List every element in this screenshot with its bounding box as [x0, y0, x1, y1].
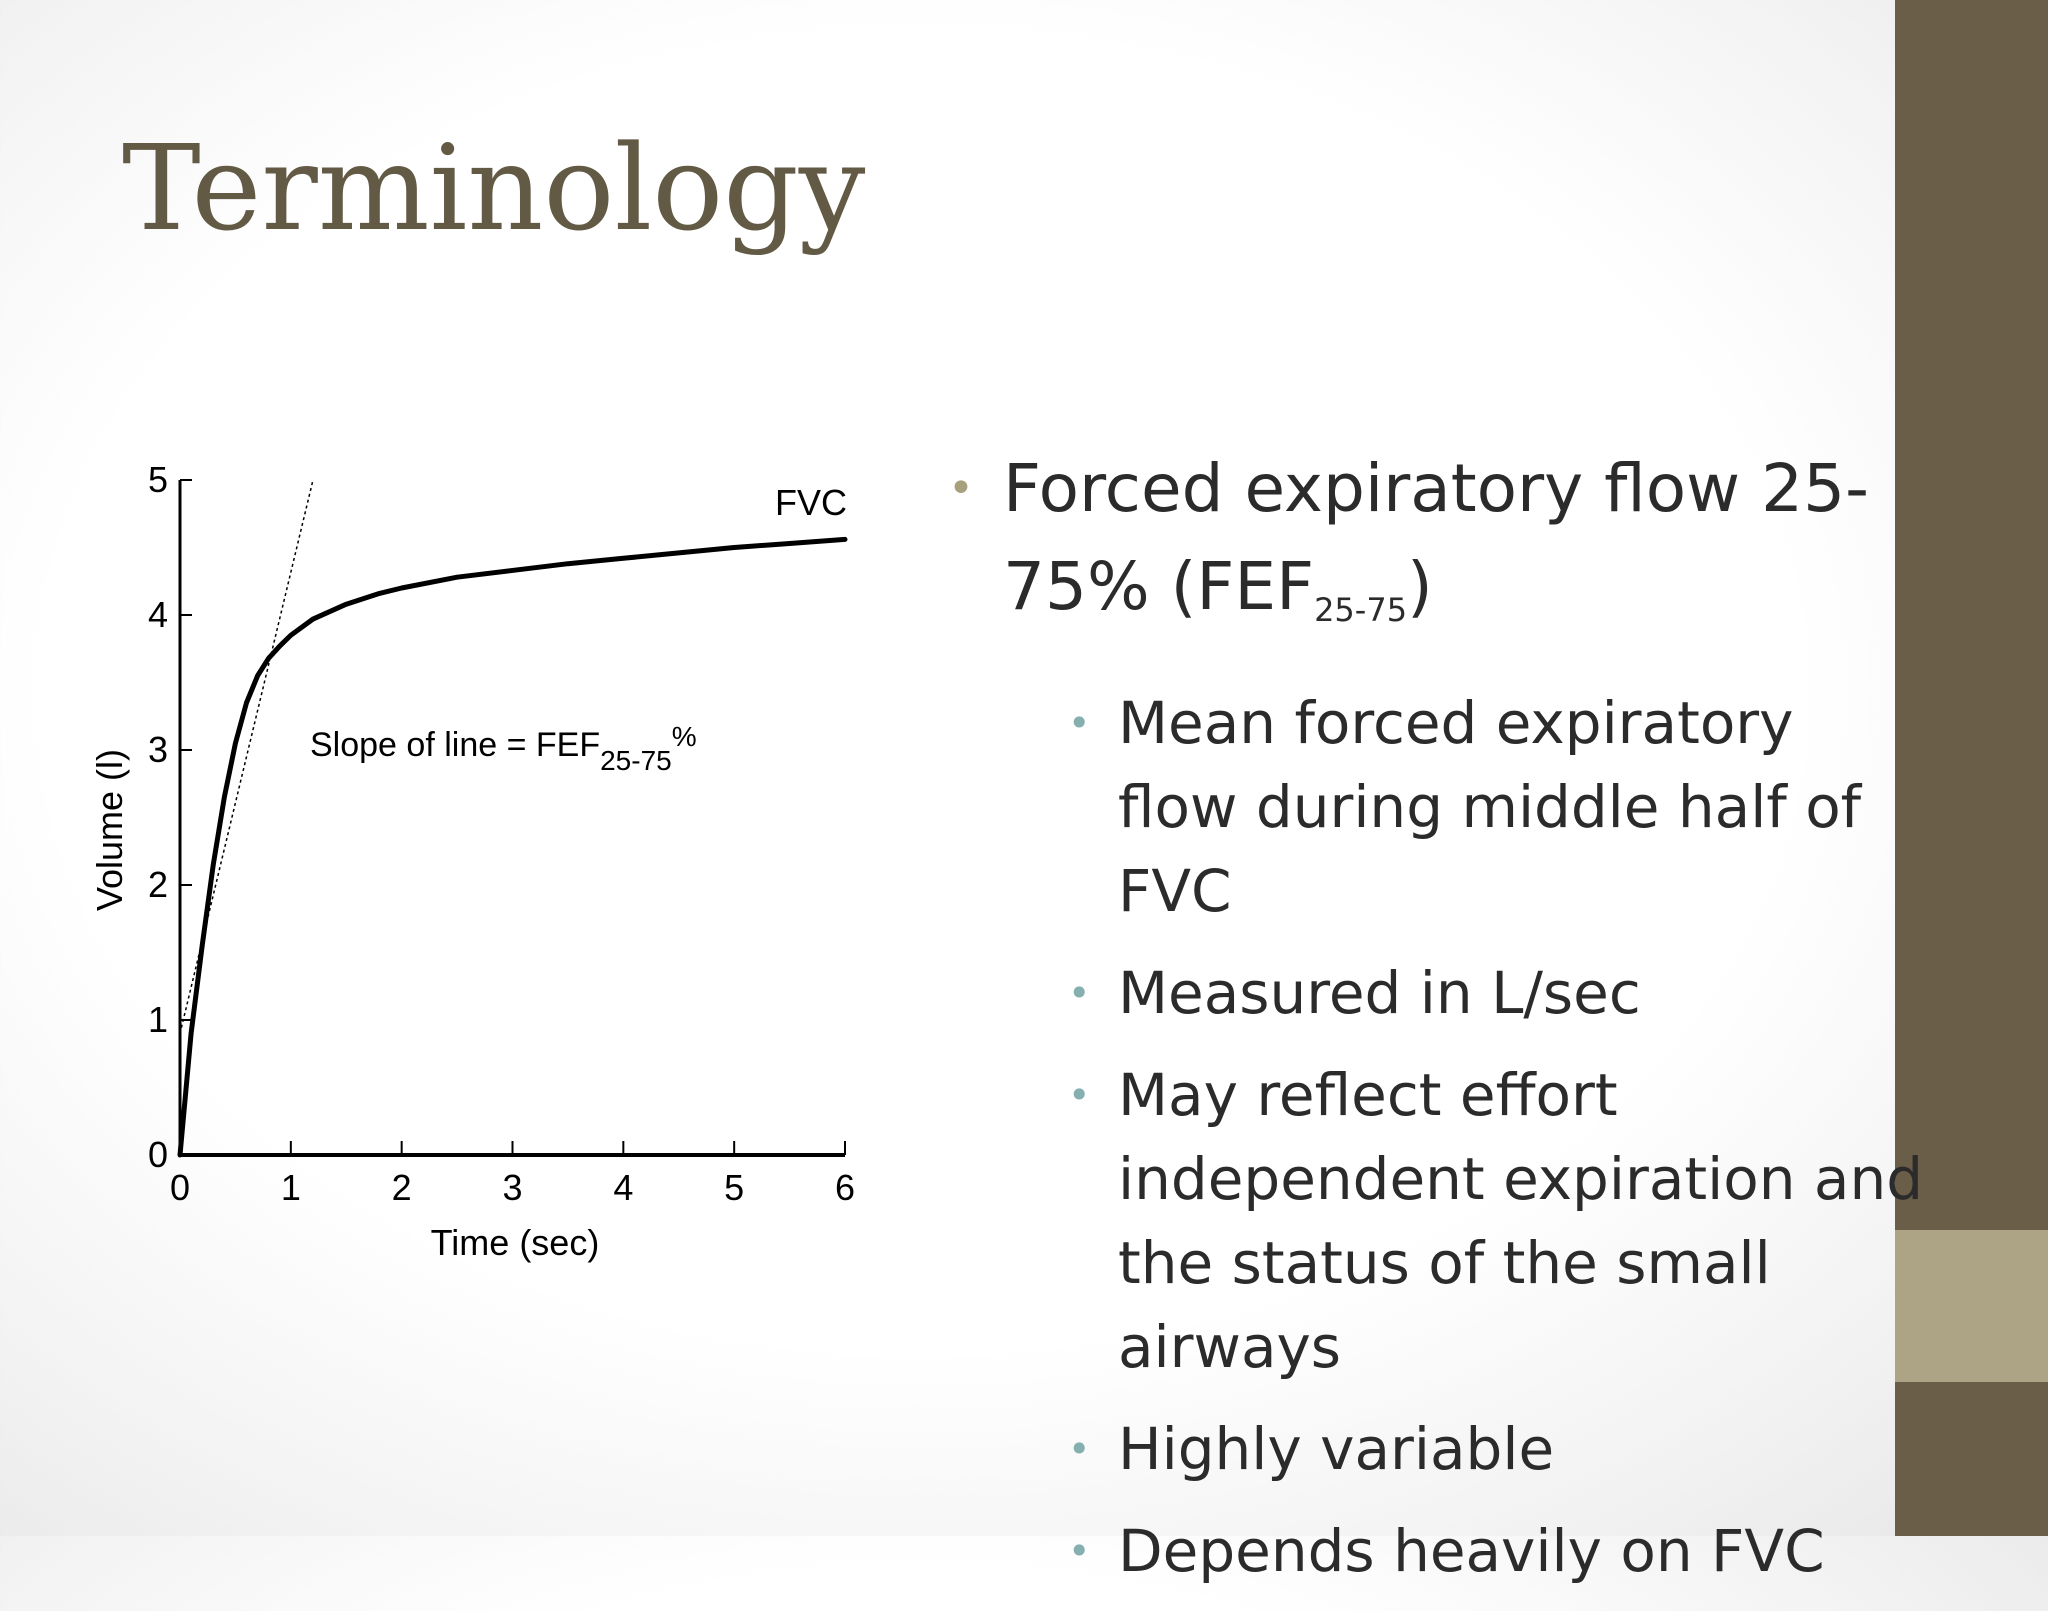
slope-annotation-text: Slope of line = FEF — [310, 726, 600, 764]
slide-title: Terminology — [122, 119, 866, 257]
x-tick-label: 4 — [613, 1167, 633, 1208]
y-tick-label: 3 — [148, 729, 168, 770]
sub-bullet-text: Measured in L/sec — [1118, 959, 1641, 1027]
sub-bullet-text: Mean forced expiratory flow during middl… — [1118, 689, 1862, 925]
fvc-curve — [177, 536, 848, 1158]
y-tick-label: 1 — [148, 999, 168, 1040]
sub-bullet-marker: • — [1068, 1073, 1091, 1117]
x-tick-label: 6 — [835, 1167, 855, 1208]
side-decoration-accent — [1895, 1230, 2048, 1382]
tangent-slope-line — [179, 479, 314, 1034]
chart-axes — [178, 480, 845, 1157]
series-label-fvc: FVC — [775, 482, 847, 523]
x-axis-label: Time (sec) — [431, 1222, 600, 1263]
y-tick-label: 5 — [148, 459, 168, 500]
sub-bullet-marker: • — [1068, 1529, 1091, 1573]
x-tick-label: 5 — [724, 1167, 744, 1208]
x-tick-label: 3 — [502, 1167, 522, 1208]
sub-bullet: • Measured in L/sec — [1068, 951, 1928, 1035]
y-axis-ticks: 0 1 2 3 4 5 — [148, 459, 192, 1175]
sub-bullet: • Depends heavily on FVC — [1068, 1509, 1928, 1593]
slope-annotation-suffix: % — [672, 721, 697, 752]
sub-bullet: • Highly variable — [1068, 1407, 1928, 1491]
sub-bullet-marker: • — [1068, 701, 1091, 745]
x-tick-label: 1 — [281, 1167, 301, 1208]
y-tick-label: 4 — [148, 594, 168, 635]
main-bullet-subscript: 25-75 — [1314, 591, 1408, 629]
sub-bullet-marker: • — [1068, 971, 1091, 1015]
slope-annotation: Slope of line = FEF25-75% — [310, 721, 697, 776]
sub-bullet-text: May reflect effort independent expiratio… — [1118, 1061, 1924, 1381]
sub-bullet-text: Highly variable — [1118, 1415, 1555, 1483]
main-bullet-text: Forced expiratory flow 25-75% (FEF — [1003, 450, 1869, 625]
x-axis-ticks: 0 1 2 3 4 5 6 — [170, 1141, 855, 1208]
sub-bullet-marker: • — [1068, 1427, 1091, 1471]
y-axis-label: Volume (l) — [89, 749, 130, 911]
bullet-list: • Forced expiratory flow 25-75% (FEF25-75… — [948, 440, 1928, 1611]
y-tick-label: 2 — [148, 864, 168, 905]
x-tick-label: 2 — [392, 1167, 412, 1208]
fvc-chart: 0 1 2 3 4 5 6 0 1 2 3 4 5 FVC Slope of line = FEF25… — [89, 459, 855, 1263]
sub-bullet: • May reflect effort independent expirati… — [1068, 1053, 1928, 1389]
x-tick-label: 0 — [170, 1167, 190, 1208]
y-tick-label: 0 — [148, 1134, 168, 1175]
sub-bullet-text: Depends heavily on FVC — [1118, 1517, 1825, 1585]
sub-bullet: • Mean forced expiratory flow during midd… — [1068, 681, 1928, 933]
slope-annotation-subscript: 25-75 — [600, 745, 672, 776]
main-bullet: • Forced expiratory flow 25-75% (FEF25-75… — [948, 440, 1928, 659]
main-bullet-close: ) — [1407, 548, 1433, 625]
bullet-marker: • — [948, 463, 974, 514]
